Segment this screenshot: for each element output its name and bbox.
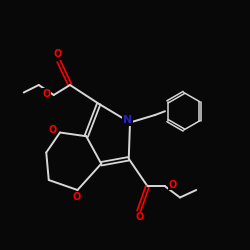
Text: N: N xyxy=(123,115,132,125)
Text: O: O xyxy=(48,125,56,135)
Text: O: O xyxy=(136,212,144,222)
Text: O: O xyxy=(168,180,177,190)
Text: O: O xyxy=(53,49,62,59)
Text: O: O xyxy=(72,192,80,202)
Text: O: O xyxy=(42,89,50,99)
